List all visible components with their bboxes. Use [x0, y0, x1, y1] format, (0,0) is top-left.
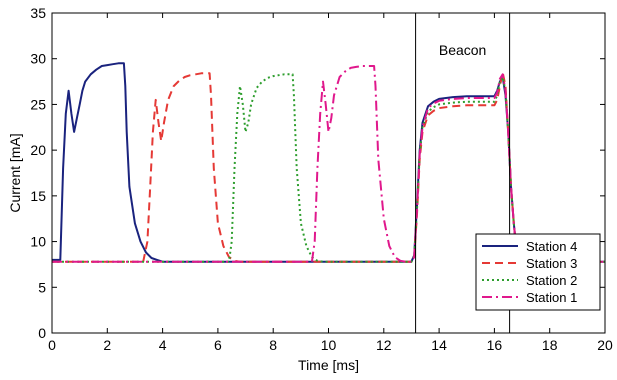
- y-axis-label: Current [mA]: [7, 133, 23, 212]
- tick-labels: 0 2 4 6 8 10 12 14 16 18 20 0 5 10 15 20 25 30 35: [30, 5, 613, 353]
- x-axis-label: Time [ms]: [298, 357, 359, 373]
- x-tick-label: 2: [103, 337, 111, 353]
- x-tick-label: 0: [48, 337, 56, 353]
- x-tick-label: 12: [376, 337, 392, 353]
- y-tick-label: 20: [30, 142, 46, 158]
- y-tick-label: 5: [38, 279, 46, 295]
- x-tick-label: 18: [542, 337, 558, 353]
- y-tick-label: 30: [30, 51, 46, 67]
- legend-label: Station 3: [526, 256, 577, 271]
- legend: Station 4 Station 3 Station 2 Station 1: [475, 233, 601, 311]
- x-tick-label: 10: [321, 337, 337, 353]
- x-tick-label: 4: [159, 337, 167, 353]
- y-tick-label: 10: [30, 234, 46, 250]
- x-tick-label: 20: [597, 337, 613, 353]
- x-tick-label: 16: [487, 337, 503, 353]
- x-tick-label: 6: [214, 337, 222, 353]
- beacon-annotation: Beacon: [439, 42, 486, 58]
- y-tick-label: 35: [30, 5, 46, 21]
- legend-label: Station 2: [526, 273, 577, 288]
- legend-label: Station 1: [526, 290, 577, 305]
- y-tick-label: 0: [38, 325, 46, 341]
- series-line-4: [52, 65, 605, 263]
- series-line-3: [52, 73, 605, 263]
- y-tick-label: 25: [30, 96, 46, 112]
- x-tick-label: 8: [269, 337, 277, 353]
- legend-label: Station 4: [526, 239, 577, 254]
- series-layer: [52, 62, 605, 263]
- y-tick-label: 15: [30, 188, 46, 204]
- x-tick-label: 14: [431, 337, 447, 353]
